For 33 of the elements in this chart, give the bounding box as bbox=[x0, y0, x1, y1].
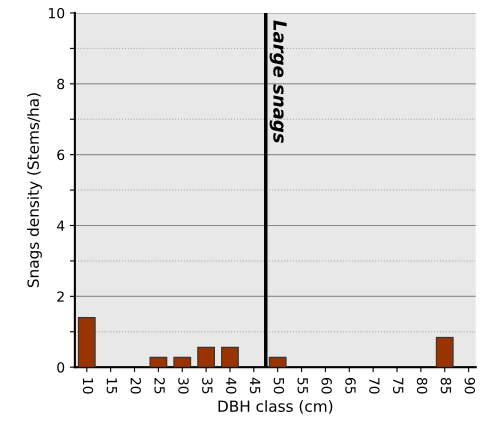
bar bbox=[149, 356, 168, 368]
x-tick-label: 55 bbox=[298, 378, 308, 394]
x-tick-label: 10 bbox=[82, 378, 94, 394]
x-tick-label: 60 bbox=[321, 378, 332, 394]
x-tick-label: 70 bbox=[369, 378, 380, 394]
y-tick-label: 10 bbox=[48, 8, 64, 18]
x-axis-title: DBH class (cm) bbox=[218, 400, 332, 414]
bar bbox=[436, 336, 454, 368]
x-tick-label: 65 bbox=[345, 378, 356, 394]
y-axis-title: Snags density (Stems/ha) bbox=[27, 93, 42, 288]
x-tick-label: 20 bbox=[130, 378, 141, 394]
bar bbox=[197, 346, 216, 368]
x-tick-label: 45 bbox=[250, 378, 260, 394]
x-tick-label: 50 bbox=[274, 378, 284, 394]
ref-line-label: Large snags bbox=[270, 20, 287, 143]
x-tick-label: 75 bbox=[392, 378, 404, 394]
x-tick-label: 25 bbox=[154, 378, 165, 394]
x-tick-label: 30 bbox=[178, 378, 189, 394]
bar bbox=[268, 356, 287, 368]
bar bbox=[221, 346, 239, 368]
y-tick-label: 8 bbox=[57, 78, 64, 90]
y-tick-label: 0 bbox=[57, 362, 64, 373]
y-tick-label: 6 bbox=[57, 150, 64, 160]
x-tick-label: 40 bbox=[226, 378, 236, 394]
bar bbox=[78, 317, 96, 368]
y-tick-label: 2 bbox=[57, 291, 64, 302]
x-tick-label: 80 bbox=[416, 378, 428, 394]
bar bbox=[173, 356, 192, 368]
x-tick-label: 85 bbox=[440, 378, 452, 394]
x-tick-label: 35 bbox=[202, 378, 213, 394]
x-tick-label: 90 bbox=[464, 378, 476, 394]
x-tick-label: 15 bbox=[106, 378, 117, 394]
y-tick-label: 4 bbox=[56, 220, 64, 231]
